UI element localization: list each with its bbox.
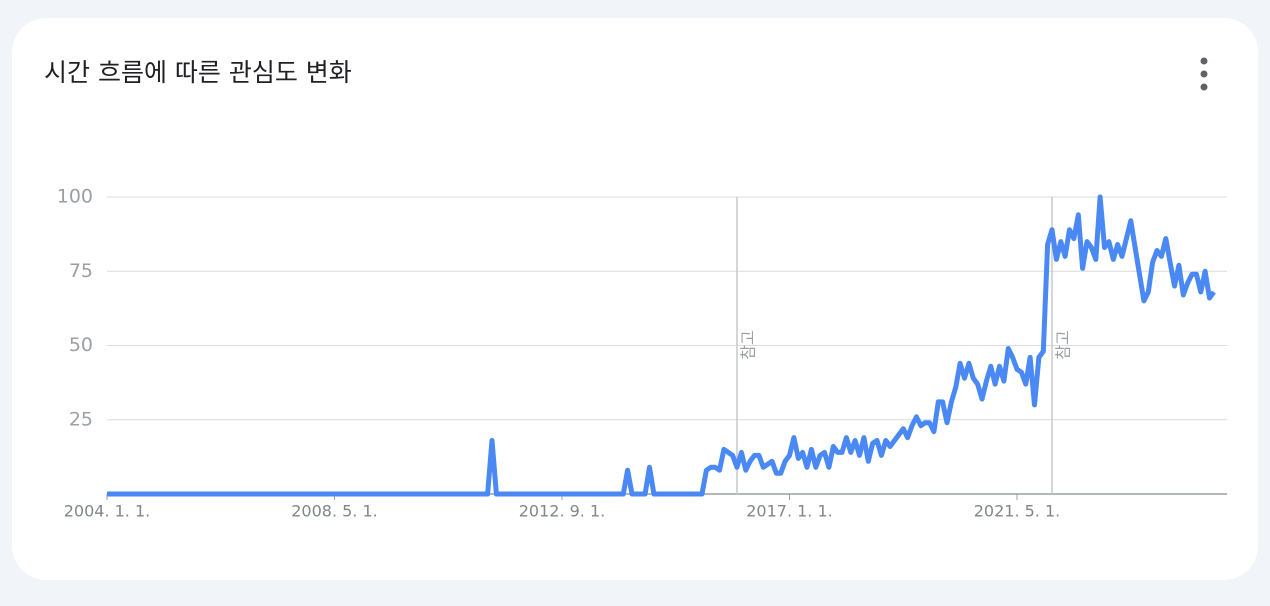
x-tick-label: 2021. 5. 1.: [974, 502, 1061, 521]
x-tick-label: 2012. 9. 1.: [519, 502, 606, 521]
chart-title: 시간 흐름에 따른 관심도 변화: [44, 58, 352, 87]
x-tick-label: 2008. 5. 1.: [291, 502, 378, 521]
x-tick-label: 2017. 1. 1.: [746, 502, 833, 521]
annotation-label: 참고: [1054, 330, 1073, 359]
x-tick-label: 2004. 1. 1.: [64, 502, 151, 521]
menu-button[interactable]: [1200, 57, 1208, 91]
y-tick-label: 25: [69, 408, 93, 430]
y-tick-label: 100: [57, 186, 93, 208]
card: [12, 18, 1258, 580]
y-tick-label: 50: [69, 334, 93, 356]
y-tick-label: 75: [69, 260, 93, 282]
line-series: [107, 194, 1216, 497]
annotation-label: 참고: [739, 330, 758, 359]
